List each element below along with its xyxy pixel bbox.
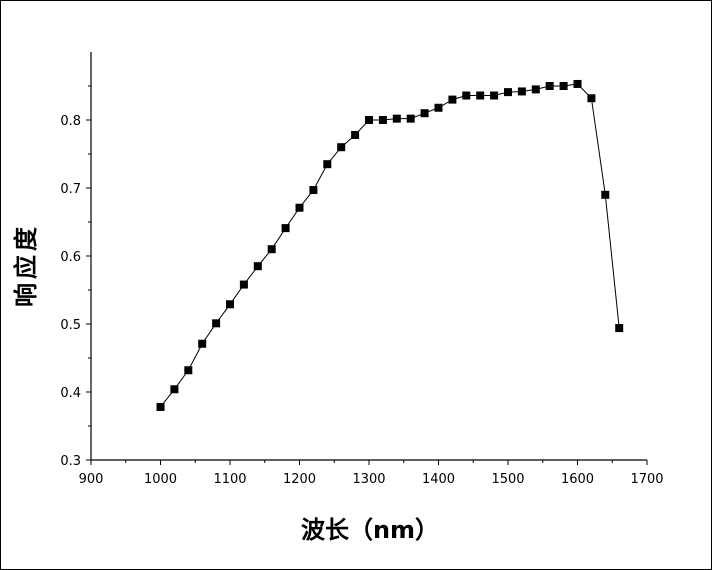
data-point-marker <box>378 116 387 124</box>
data-point-marker <box>559 82 568 90</box>
x-ticks: 900 1000 1100 1200 1300 1400 1500 1600 1700 <box>79 460 664 487</box>
y-tick-label: 0.6 <box>60 250 81 265</box>
x-tick-label: 1600 <box>561 472 594 487</box>
data-point-marker <box>212 319 221 328</box>
data-point-marker <box>253 262 262 271</box>
x-tick-label: 1100 <box>213 472 246 487</box>
data-point-marker <box>226 300 234 309</box>
data-point-marker <box>587 94 596 103</box>
data-point-marker <box>295 203 304 212</box>
data-point-marker <box>434 103 443 112</box>
data-point-marker <box>365 116 373 124</box>
data-point-marker <box>406 114 415 123</box>
data-point-marker <box>490 91 499 100</box>
data-point-marker <box>309 186 318 195</box>
data-point-marker <box>267 245 276 254</box>
data-point-marker <box>170 385 179 394</box>
data-point-marker <box>420 109 429 118</box>
data-point-marker <box>351 130 360 139</box>
data-point-marker <box>601 190 610 199</box>
y-tick-label: 0.5 <box>60 318 81 333</box>
x-tick-label: 1300 <box>352 472 385 487</box>
y-ticks: 0.3 0.4 0.5 0.6 0.7 0.8 <box>60 85 91 469</box>
data-point-marker <box>545 82 554 90</box>
data-point-marker <box>198 339 207 348</box>
series-markers <box>156 79 624 411</box>
x-tick-label: 1700 <box>630 472 663 487</box>
data-point-marker <box>392 114 401 123</box>
x-axis-title: 波长（nm） <box>301 516 439 544</box>
data-point-marker <box>504 88 512 97</box>
x-tick-label: 1200 <box>283 472 316 487</box>
series-line <box>160 83 620 408</box>
y-axis-title: 响应度 <box>12 223 40 307</box>
data-point-marker <box>337 143 346 152</box>
data-point-marker <box>573 79 582 88</box>
y-tick-label: 0.8 <box>60 114 81 129</box>
y-tick-label: 0.4 <box>60 386 81 401</box>
data-point-marker <box>476 91 485 100</box>
data-point-marker <box>531 85 540 94</box>
x-tick-label: 900 <box>79 472 104 487</box>
data-point-marker <box>323 160 332 169</box>
data-point-marker <box>448 95 457 104</box>
data-point-marker <box>156 402 165 411</box>
x-tick-label: 1400 <box>422 472 455 487</box>
data-point-marker <box>281 224 290 233</box>
data-point-marker <box>615 324 624 333</box>
x-tick-label: 1500 <box>491 472 524 487</box>
x-tick-label: 1000 <box>144 472 177 487</box>
data-point-marker <box>462 91 471 100</box>
y-tick-label: 0.3 <box>60 454 81 469</box>
axes <box>90 52 647 461</box>
data-point-marker <box>239 280 248 289</box>
y-tick-label: 0.7 <box>60 182 81 197</box>
data-point-marker <box>184 366 193 375</box>
series-polyline <box>160 83 620 408</box>
data-point-marker <box>517 87 526 96</box>
